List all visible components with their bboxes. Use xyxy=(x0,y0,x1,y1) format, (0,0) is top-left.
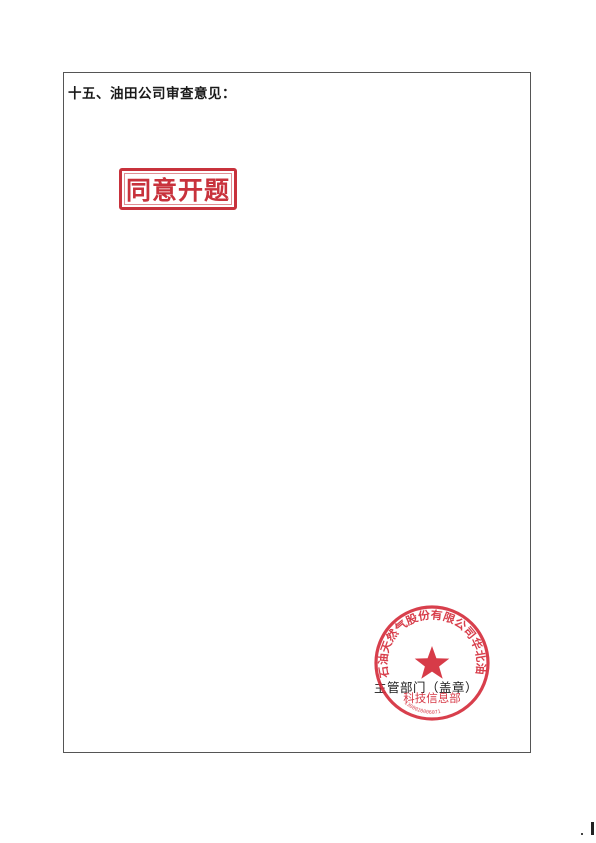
form-frame xyxy=(63,72,531,753)
scan-corner-dot xyxy=(581,833,583,835)
star-icon xyxy=(414,646,450,679)
official-seal: 石油天然气股份有限公司华北油田分公司 科技信息部 1308020006071 xyxy=(366,592,492,723)
review-opinion-heading: 十五、油田公司审查意见： xyxy=(68,86,236,102)
seal-center-text: 科技信息部 xyxy=(403,691,461,705)
approval-stamp: 同意开题 xyxy=(119,168,237,210)
approval-stamp-text: 同意开题 xyxy=(125,176,230,205)
official-seal-graphic: 石油天然气股份有限公司华北油田分公司 科技信息部 1308020006071 xyxy=(366,592,490,721)
department-seal-label: 主管部门（盖章） xyxy=(374,680,479,695)
seal-ring xyxy=(374,605,490,721)
scan-corner-mark xyxy=(591,822,594,835)
